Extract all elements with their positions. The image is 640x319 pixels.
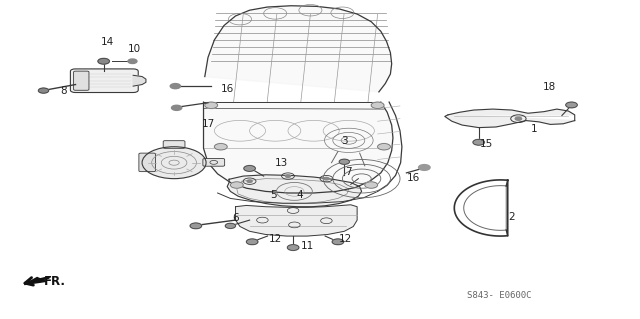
Circle shape [214,144,227,150]
Circle shape [419,165,430,170]
Text: 12: 12 [269,234,282,244]
FancyBboxPatch shape [163,141,185,148]
Circle shape [287,245,299,250]
Circle shape [128,59,137,63]
Circle shape [247,180,252,182]
Circle shape [285,175,291,177]
Text: 11: 11 [301,241,314,251]
Circle shape [172,105,182,110]
Text: 2: 2 [509,212,515,222]
Circle shape [515,117,522,120]
Text: 13: 13 [275,158,288,168]
Text: 6: 6 [232,212,239,223]
Circle shape [566,102,577,108]
Text: 8: 8 [61,86,67,96]
Text: FR.: FR. [44,275,65,288]
Circle shape [324,177,329,180]
Circle shape [205,102,218,108]
Polygon shape [204,102,393,193]
Text: 17: 17 [202,119,214,130]
Text: 7: 7 [346,167,352,177]
Text: 3: 3 [341,136,348,146]
Circle shape [371,102,384,108]
Polygon shape [24,278,46,285]
Text: 15: 15 [480,139,493,149]
FancyBboxPatch shape [70,69,138,93]
Polygon shape [445,109,575,128]
Text: 16: 16 [221,84,234,94]
Text: 5: 5 [271,189,277,200]
Text: 14: 14 [101,37,114,47]
Circle shape [190,223,202,229]
Circle shape [230,182,243,188]
Polygon shape [236,205,357,236]
Circle shape [339,159,349,164]
FancyBboxPatch shape [74,71,89,90]
Polygon shape [227,175,362,207]
Text: 12: 12 [339,234,352,244]
Circle shape [170,84,180,89]
Circle shape [378,144,390,150]
Text: S843- E0600C: S843- E0600C [467,291,532,300]
Circle shape [365,182,378,188]
Circle shape [38,88,49,93]
Circle shape [142,147,206,179]
Polygon shape [204,6,392,92]
Circle shape [225,223,236,228]
Circle shape [332,239,344,245]
Text: 18: 18 [543,82,556,92]
Polygon shape [133,75,146,86]
FancyBboxPatch shape [139,153,156,172]
Text: 16: 16 [407,173,420,183]
Circle shape [244,166,255,171]
Circle shape [98,58,109,64]
Circle shape [246,239,258,245]
Circle shape [473,139,484,145]
Text: 4: 4 [296,189,303,200]
FancyBboxPatch shape [203,159,225,166]
Text: 10: 10 [128,44,141,54]
Text: 1: 1 [531,124,538,134]
